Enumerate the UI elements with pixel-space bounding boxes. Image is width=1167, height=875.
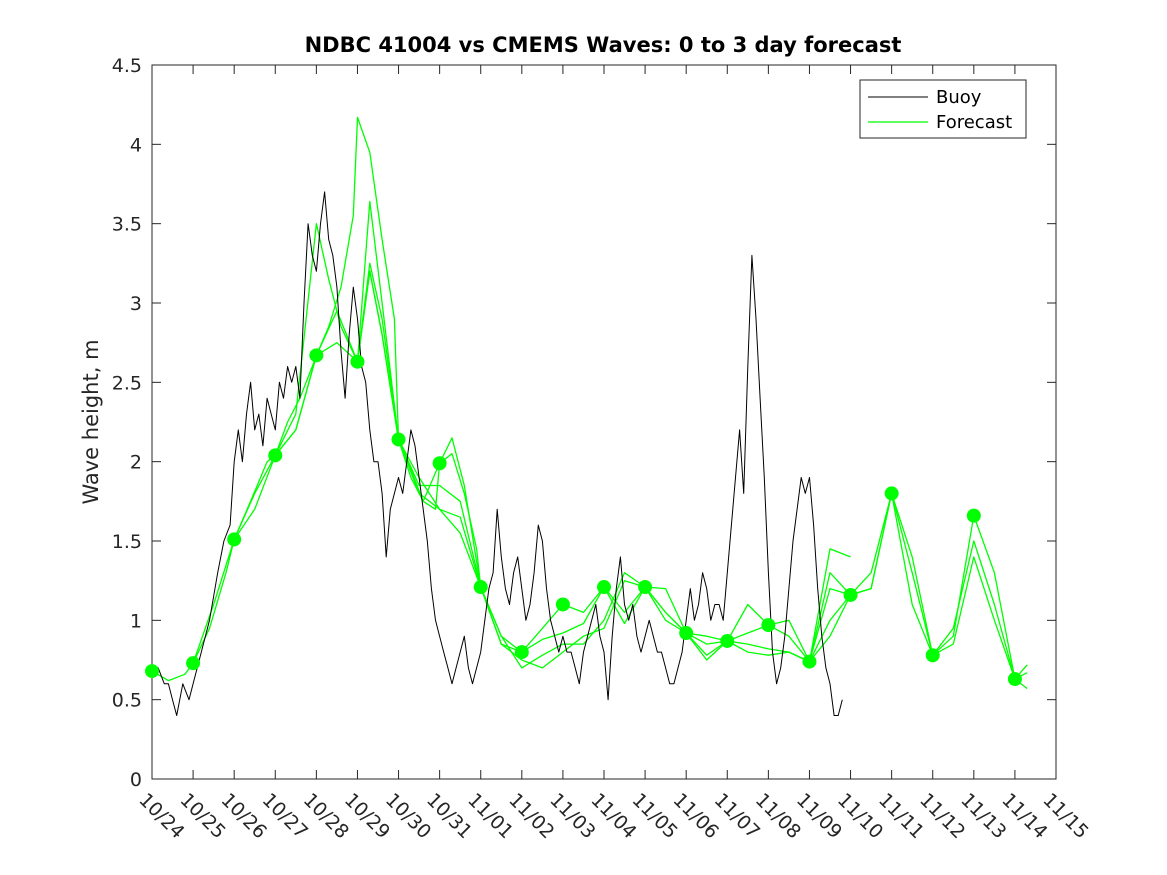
chart-title: NDBC 41004 vs CMEMS Waves: 0 to 3 day fo… [305,33,902,57]
forecast-issue-point [638,580,653,595]
y-tick-label: 0 [130,769,142,791]
forecast-line [233,200,1028,680]
y-tick-label: 4 [130,134,142,156]
buoy-line [152,191,843,716]
forecast-issue-point [843,587,858,602]
forecast-issue-point [473,580,488,595]
forecast-issue-point [802,654,817,669]
legend-forecast-label: Forecast [936,112,1012,133]
forecast-line [151,116,482,682]
y-tick-label: 3 [130,293,142,315]
forecast-issue-point [597,580,611,595]
forecast-issue-point [1007,672,1022,687]
forecast-issue-point [145,664,159,679]
y-axis: 0 0.5 1 1.5 2 2.5 3 3.5 4 4.5 [112,55,1056,791]
forecast-issue-point [309,348,324,363]
forecast-issue-point [720,633,735,648]
forecast-issue-point [966,508,981,523]
series-layer [145,116,1028,716]
y-tick-label: 1.5 [112,531,142,553]
forecast-issue-point [884,486,899,501]
y-tick-label: 2.5 [112,372,142,394]
legend-buoy-label: Buoy [936,87,982,108]
forecast-issue-point [268,448,283,463]
forecast-issue-point [679,626,694,641]
plot-area [151,64,1057,780]
y-tick-label: 2 [130,452,142,474]
y-axis-label: Wave height, m [79,339,103,504]
forecast-issue-point [186,656,201,671]
axes-box [151,64,1057,780]
y-tick-label: 1 [130,610,142,632]
forecast-issue-point [391,432,406,447]
y-tick-label: 4.5 [112,55,142,77]
forecast-issue-point [514,645,529,660]
y-tick-label: 3.5 [112,214,142,236]
forecast-issue-point [555,597,570,612]
y-tick-label: 0.5 [112,690,142,712]
forecast-issue-point [925,648,940,663]
forecast-issue-point [761,618,776,633]
forecast-issue-point [432,456,447,471]
forecast-issue-point [350,354,365,369]
legend: Buoy Forecast [859,79,1027,139]
forecast-issue-point [227,532,242,547]
forecast-line [808,548,851,662]
legend-box [859,79,1027,139]
